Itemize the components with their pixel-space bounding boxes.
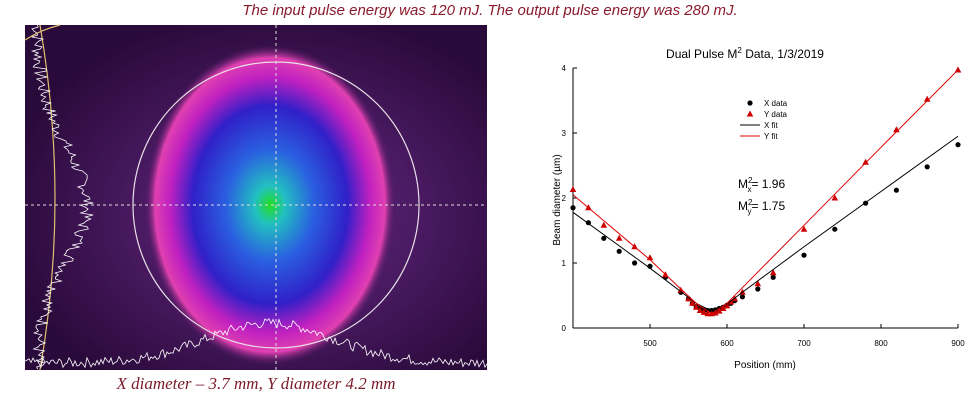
chart-title: Dual Pulse M2 Data, 1/3/2019	[666, 46, 824, 61]
annotation-text: = 1.75	[751, 199, 785, 213]
data-point	[615, 234, 623, 241]
data-point	[831, 194, 839, 201]
annotation-base: M	[738, 177, 748, 191]
annotation: M2 y= 1.75	[738, 198, 785, 216]
data-point	[712, 309, 719, 316]
data-point	[569, 186, 577, 193]
x-tick-label: 800	[874, 339, 888, 348]
data-point	[689, 299, 696, 306]
data-point	[616, 248, 622, 254]
figure-caption: X diameter – 3.7 mm, Y diameter 4.2 mm	[116, 374, 396, 393]
annotation-base: M	[738, 199, 748, 213]
x-tick-label: 500	[643, 339, 657, 348]
data-point	[924, 164, 930, 170]
fit-line	[572, 135, 959, 312]
legend-label: X data	[764, 99, 788, 108]
data-point	[755, 286, 761, 292]
data-point	[723, 302, 731, 309]
data-point	[601, 235, 607, 241]
x-tick-label: 900	[951, 339, 965, 348]
y-axis-label: Beam diameter (µm)	[552, 154, 563, 245]
title-part: Dual Pulse M	[666, 47, 737, 61]
data-point	[770, 274, 776, 280]
annotation-sup: 2	[748, 198, 753, 207]
data-point	[700, 308, 708, 315]
data-point	[719, 305, 727, 311]
top-caption: The input pulse energy was 120 mJ. The o…	[242, 2, 738, 19]
y-tick-label: 0	[562, 324, 567, 333]
data-point	[862, 158, 869, 165]
legend-label: X fit	[764, 121, 779, 130]
y-tick-label: 3	[562, 129, 567, 138]
data-point	[600, 221, 608, 228]
data-point	[754, 280, 762, 287]
data-point	[923, 95, 931, 102]
legend-label: Y data	[764, 110, 788, 119]
data-point	[677, 286, 685, 293]
title-part: Data, 1/3/2019	[742, 47, 824, 61]
fit-line	[572, 69, 959, 315]
data-point	[801, 252, 807, 258]
data-point	[800, 225, 808, 232]
x-tick-label: 600	[720, 339, 734, 348]
data-point	[955, 142, 961, 148]
data-point	[685, 295, 692, 302]
y-tick-label: 2	[562, 194, 567, 203]
x-axis-label: Position (mm)	[734, 360, 796, 371]
annotation-sup: 2	[748, 176, 753, 185]
y-tick-label: 1	[562, 259, 567, 268]
data-point	[632, 260, 638, 266]
data-point	[893, 187, 900, 193]
data-point	[739, 294, 746, 300]
data-point	[696, 306, 704, 313]
data-point	[716, 307, 723, 314]
legend-label: Y fit	[764, 132, 778, 141]
title-part: 2	[737, 46, 742, 55]
annotation-text: = 1.96	[751, 177, 785, 191]
beam-image	[24, 24, 488, 371]
data-point	[570, 205, 576, 211]
y-tick-label: 4	[562, 64, 567, 73]
data-point	[832, 226, 838, 232]
annotation: M2 x= 1.96	[738, 176, 785, 194]
legend-marker	[747, 100, 753, 106]
annotation-sub: x	[747, 185, 751, 194]
data-point	[954, 66, 962, 73]
data-point	[769, 269, 777, 276]
x-tick-label: 700	[797, 339, 811, 348]
annotation-sub: y	[747, 207, 751, 216]
legend-marker	[746, 110, 754, 117]
data-point	[692, 303, 700, 310]
